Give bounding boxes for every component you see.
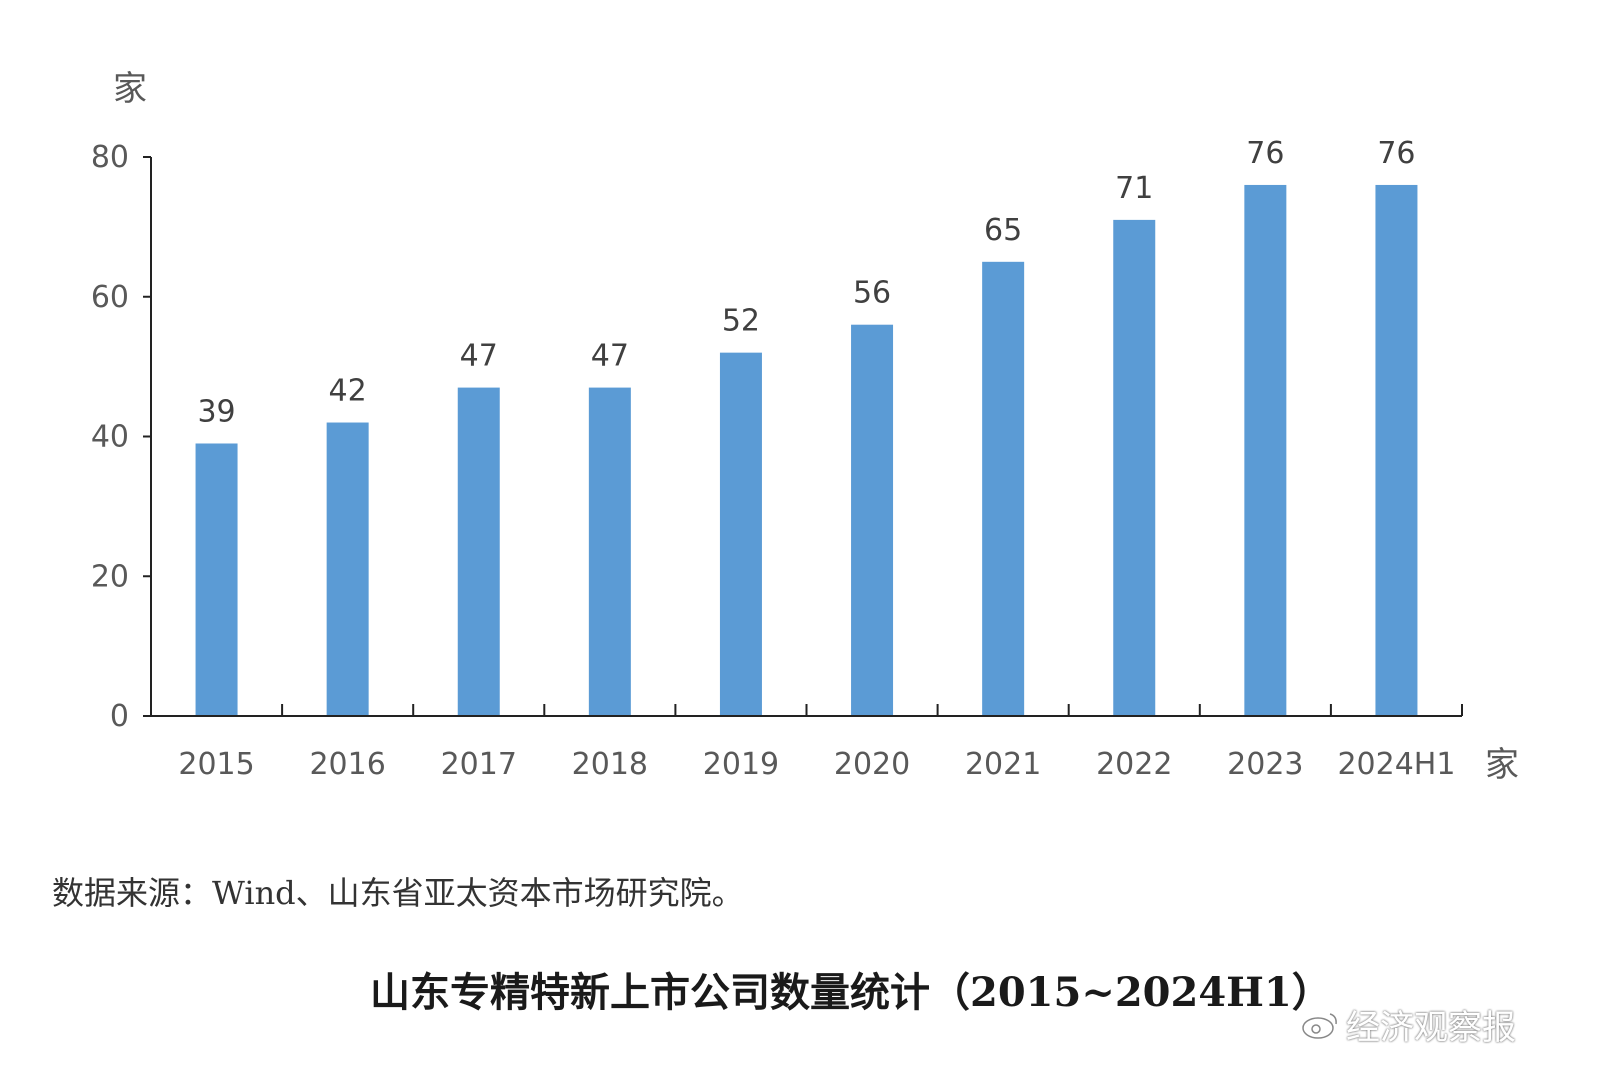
bar-2024H1 [1375, 184, 1418, 716]
y-tick-label: 20 [91, 559, 129, 594]
x-tick-label: 2021 [965, 747, 1041, 782]
x-axis-unit-label: 家 [1485, 745, 1519, 785]
data-label-2019: 52 [722, 304, 760, 339]
x-tick-label: 2024H1 [1337, 747, 1455, 782]
bar-2019 [719, 352, 762, 716]
bar-2015 [195, 443, 238, 716]
x-tick-label: 2019 [703, 747, 779, 782]
data-label-2023: 76 [1246, 136, 1284, 171]
bar-2023 [1244, 184, 1287, 716]
x-tick-label: 2015 [178, 747, 254, 782]
bar-2020 [851, 324, 894, 716]
data-label-2020: 56 [853, 276, 891, 311]
bars [195, 184, 1418, 716]
chart-title: 山东专精特新上市公司数量统计（2015~2024H1） [370, 969, 1332, 1016]
weibo-icon [1302, 1012, 1337, 1039]
watermark: 经济观察报 [1300, 1000, 1516, 1049]
x-tick-label: 2017 [441, 747, 517, 782]
data-label-2024H1: 76 [1377, 136, 1415, 171]
x-axis-ticks: 2015 2016 2017 2018 2019 2020 2021 2022 2023 2024… [178, 704, 1463, 782]
data-labels: 39 42 47 47 52 56 65 71 76 76 [197, 136, 1415, 430]
x-tick-label: 2020 [834, 747, 910, 782]
data-label-2016: 42 [329, 374, 367, 409]
y-tick-label: 40 [91, 420, 129, 455]
x-tick-label: 2016 [309, 747, 385, 782]
data-label-2021: 65 [984, 213, 1022, 248]
bar-2016 [326, 422, 369, 716]
bar-2017 [457, 387, 500, 716]
data-label-2015: 39 [197, 394, 235, 429]
data-label-2017: 47 [460, 339, 498, 374]
x-tick-label: 2023 [1227, 747, 1303, 782]
data-label-2018: 47 [591, 339, 629, 374]
y-axis-ticks: 0 20 40 60 80 [91, 140, 151, 734]
y-tick-label: 80 [91, 140, 129, 175]
bar-2021 [982, 261, 1025, 716]
data-label-2022: 71 [1115, 171, 1153, 206]
data-source-note: 数据来源：Wind、山东省亚太资本市场研究院。 [52, 874, 744, 912]
y-tick-label: 60 [91, 280, 129, 315]
x-tick-label: 2018 [572, 747, 648, 782]
y-axis-unit-label: 家 [113, 69, 147, 109]
watermark-text: 经济观察报 [1346, 1008, 1516, 1048]
bar-2018 [588, 387, 631, 716]
bar-2022 [1113, 219, 1156, 716]
x-tick-label: 2022 [1096, 747, 1172, 782]
y-tick-label: 0 [110, 699, 129, 734]
